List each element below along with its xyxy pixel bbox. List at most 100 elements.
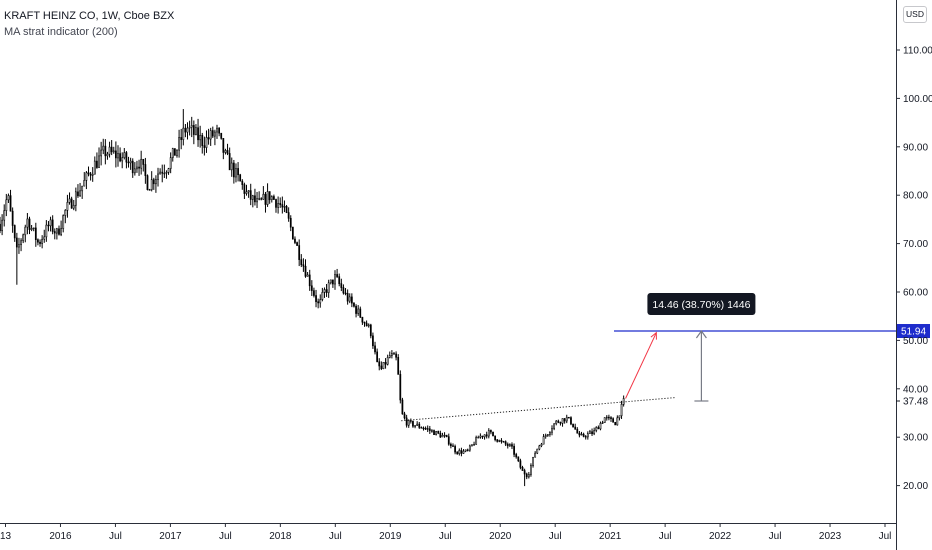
candle — [207, 128, 210, 145]
candle — [306, 271, 309, 277]
candle — [146, 174, 149, 191]
currency-button[interactable]: USD — [903, 6, 927, 23]
candle — [294, 236, 296, 245]
candle-body — [605, 416, 608, 419]
candle — [608, 414, 610, 421]
candle-body — [502, 441, 505, 443]
candle-body — [420, 427, 423, 429]
candle-body — [348, 296, 351, 302]
candle — [527, 471, 530, 479]
candle — [546, 434, 549, 437]
candle — [317, 298, 320, 309]
candle — [192, 120, 195, 145]
candle — [412, 420, 414, 428]
x-tick-label: 13 — [0, 531, 11, 542]
candle-body — [98, 155, 100, 168]
candle-body — [1, 219, 3, 232]
candle-body — [15, 237, 18, 248]
candle — [51, 215, 54, 235]
candle-body — [437, 431, 440, 434]
indicator-label[interactable]: MA strat indicator (200) — [4, 26, 118, 38]
candle-body — [603, 417, 606, 423]
candle-body — [466, 449, 469, 451]
candle — [519, 458, 522, 470]
candle — [473, 441, 475, 446]
drawings[interactable]: 51.94 37.48 14.46 (38.70%) 1446 — [401, 293, 930, 422]
candle — [121, 152, 124, 169]
candle-body — [422, 427, 425, 430]
candle — [589, 429, 591, 434]
candle — [203, 136, 206, 156]
candle-body — [32, 227, 35, 230]
candle — [104, 139, 107, 165]
candle-body — [490, 430, 492, 433]
candle — [329, 279, 332, 285]
candle-body — [536, 448, 539, 454]
candle — [395, 351, 397, 361]
candle-body — [251, 195, 254, 200]
candle-body — [586, 433, 589, 438]
candle-body — [597, 427, 600, 430]
candle-body — [546, 434, 549, 436]
candle — [494, 435, 497, 442]
candle-body — [340, 283, 343, 288]
candle-body — [222, 138, 225, 153]
candle — [230, 157, 233, 177]
candle-body — [144, 164, 147, 176]
candle-body — [447, 436, 450, 445]
candle — [110, 140, 113, 156]
candle — [511, 442, 513, 450]
candle — [218, 127, 220, 137]
candle — [13, 224, 16, 242]
candle — [273, 194, 275, 200]
candle — [559, 421, 562, 426]
candle — [521, 465, 524, 471]
candle-body — [559, 422, 562, 424]
candle — [618, 415, 621, 421]
candle-body — [104, 145, 107, 157]
candle — [601, 420, 604, 424]
candle-body — [136, 166, 138, 170]
candle — [5, 193, 8, 217]
candle — [22, 233, 25, 244]
candle-body — [475, 437, 478, 445]
candle — [214, 129, 216, 146]
candle — [363, 321, 366, 327]
candle-body — [313, 290, 315, 296]
candle — [11, 207, 14, 233]
candle-body — [9, 195, 12, 212]
candle — [180, 128, 183, 150]
candle — [386, 354, 389, 366]
measure-arrow-head — [695, 329, 707, 339]
candle-body — [601, 422, 604, 424]
candle — [443, 432, 446, 438]
candle-body — [481, 435, 484, 438]
candle-body — [527, 474, 530, 478]
candle-body — [178, 137, 180, 151]
candle-body — [549, 431, 551, 435]
candle-body — [119, 153, 121, 162]
candle-body — [152, 179, 155, 185]
candle-body — [24, 226, 27, 236]
candle — [123, 148, 126, 160]
candle-body — [355, 305, 357, 314]
candle-body — [275, 199, 277, 208]
candle — [209, 127, 212, 146]
candle-body — [190, 125, 193, 128]
candle-body — [140, 158, 143, 169]
candle-body — [289, 217, 292, 228]
candle-body — [332, 279, 334, 285]
candle-body — [142, 158, 145, 165]
candle — [60, 220, 62, 237]
candle — [291, 226, 294, 240]
candle-body — [317, 301, 320, 304]
candle — [323, 287, 326, 298]
candle — [106, 151, 109, 160]
candle-body — [161, 171, 164, 174]
candle — [163, 164, 166, 179]
candle-body — [28, 218, 31, 230]
candle — [68, 192, 71, 205]
candle-body — [565, 416, 568, 422]
candle-body — [77, 191, 79, 197]
